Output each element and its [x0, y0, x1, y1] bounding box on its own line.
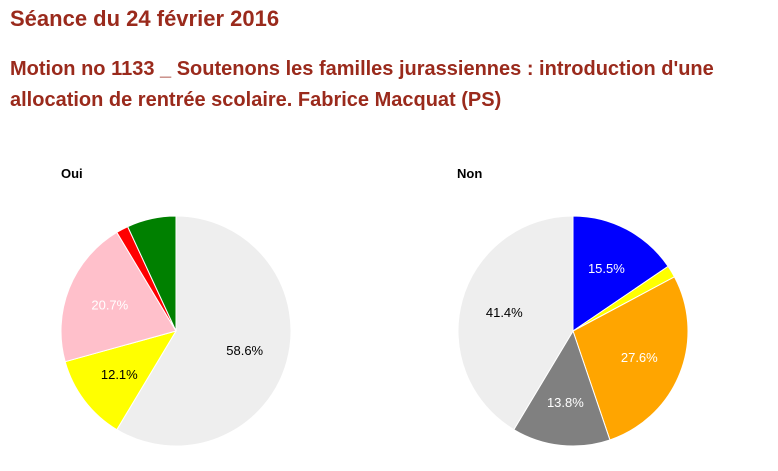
- chart-title-non: Non: [457, 166, 483, 181]
- slice-label: 27.6%: [621, 350, 658, 365]
- slice-label: 13.8%: [547, 395, 584, 410]
- pie-slice: [116, 215, 292, 447]
- chart-title-oui: Oui: [61, 166, 83, 181]
- slice-label: 41.4%: [486, 305, 523, 320]
- pie-slice: [127, 215, 177, 332]
- pie-slice: [572, 276, 689, 441]
- slice-label: 20.7%: [91, 298, 128, 313]
- pie-slice: [64, 330, 178, 431]
- pie-slice: [572, 215, 669, 332]
- slice-label: 15.5%: [588, 261, 625, 276]
- page-title: Séance du 24 février 2016: [10, 6, 280, 31]
- motion-title: Motion no 1133 _ Soutenons les familles …: [10, 58, 714, 111]
- slice-label: 58.6%: [226, 343, 263, 358]
- slice-label: 12.1%: [101, 367, 138, 382]
- pie-slice: [60, 231, 177, 363]
- pie-slice: [513, 329, 611, 447]
- pie-slice: [457, 215, 574, 431]
